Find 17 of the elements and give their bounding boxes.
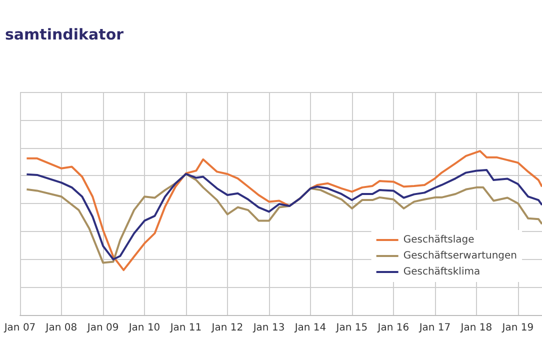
legend-label: Geschäftsklima — [403, 266, 480, 278]
chart-title: samtindikator — [5, 26, 124, 44]
x-tick-label: Jan 19 — [501, 322, 534, 334]
x-tick-label: Jan 07 — [3, 322, 36, 334]
x-tick-label: Jan 11 — [169, 322, 202, 334]
legend-label: Geschäftserwartungen — [403, 250, 518, 262]
x-tick-label: Jan 17 — [418, 322, 451, 334]
x-tick-label: Jan 14 — [294, 322, 326, 334]
x-tick-label: Jan 15 — [335, 322, 368, 334]
x-tick-label: Jan 12 — [210, 322, 244, 334]
x-tick-label: Jan 13 — [252, 322, 285, 334]
x-tick-label: Jan 10 — [128, 322, 160, 334]
x-tick-label: Jan 09 — [86, 322, 119, 334]
x-tick-label: Jan 16 — [376, 322, 410, 334]
x-tick-label: Jan 08 — [44, 322, 78, 334]
x-tick-label: Jan 18 — [460, 322, 492, 334]
legend-label: Geschäftslage — [403, 234, 474, 246]
